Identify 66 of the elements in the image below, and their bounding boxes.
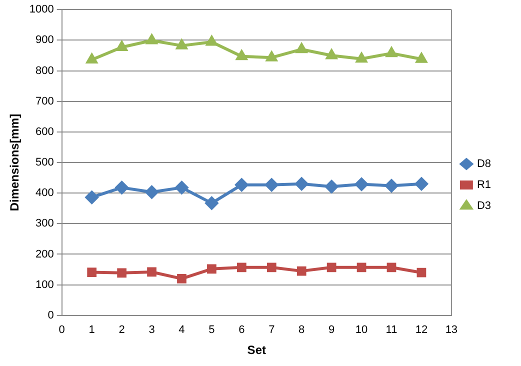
y-tick-label: 0 [48, 309, 54, 322]
point [85, 190, 98, 204]
x-tick-label: 6 [238, 324, 245, 336]
point [326, 262, 336, 272]
point [236, 50, 248, 60]
y-tick-label: 300 [36, 218, 54, 230]
point [356, 262, 366, 272]
point [355, 178, 368, 191]
point [86, 54, 98, 64]
x-tick-label: 0 [58, 324, 65, 336]
point [116, 41, 128, 51]
y-tick-label: 900 [36, 34, 54, 46]
x-tick-label: 1 [88, 324, 95, 336]
point [325, 180, 338, 194]
point [386, 262, 396, 272]
x-tick-label: 7 [268, 324, 275, 336]
point [385, 179, 398, 192]
y-tick-label: 600 [36, 126, 54, 138]
y-axis-title: Dimensions[mm] [8, 114, 22, 212]
x-tick-label: 12 [415, 324, 428, 336]
point [296, 43, 307, 54]
point [416, 268, 426, 278]
y-tick-label: 700 [36, 95, 54, 108]
point [266, 52, 278, 62]
y-tick-label: 500 [36, 156, 54, 169]
y-tick-label: 400 [36, 187, 54, 200]
point [147, 267, 156, 277]
x-tick-label: 13 [445, 324, 458, 336]
point [177, 274, 186, 284]
point [386, 47, 397, 58]
point [416, 53, 427, 63]
x-tick-label: 11 [386, 324, 398, 336]
y-tick-label: 800 [36, 64, 54, 77]
point [235, 178, 248, 192]
point [146, 34, 158, 44]
point [414, 177, 428, 190]
point [145, 186, 158, 199]
legend-label: D3 [476, 200, 491, 212]
x-tick-label: 8 [298, 324, 305, 336]
point [236, 262, 246, 272]
legend-label: R1 [476, 179, 491, 192]
point [117, 268, 126, 278]
point [205, 196, 218, 210]
point [266, 262, 276, 272]
y-tick-label: 100 [36, 278, 54, 291]
x-tick-label: 10 [355, 324, 368, 336]
x-tick-label: 2 [118, 324, 125, 336]
point [115, 181, 128, 194]
point [206, 36, 218, 46]
point [175, 181, 188, 194]
x-axis-title: Set [247, 343, 266, 358]
y-tick-label: 200 [36, 248, 54, 260]
point [207, 264, 216, 274]
point [295, 177, 308, 190]
point [296, 266, 306, 276]
point [87, 268, 97, 277]
point [356, 52, 367, 63]
x-tick-label: 5 [208, 324, 215, 336]
point [265, 178, 278, 192]
point [176, 40, 188, 50]
x-tick-label: 9 [328, 324, 335, 336]
y-tick-label: 1000 [29, 4, 54, 16]
x-tick-label: 3 [148, 324, 155, 336]
x-tick-label: 4 [178, 324, 185, 336]
legend-label: D8 [476, 158, 491, 170]
point [326, 49, 337, 60]
